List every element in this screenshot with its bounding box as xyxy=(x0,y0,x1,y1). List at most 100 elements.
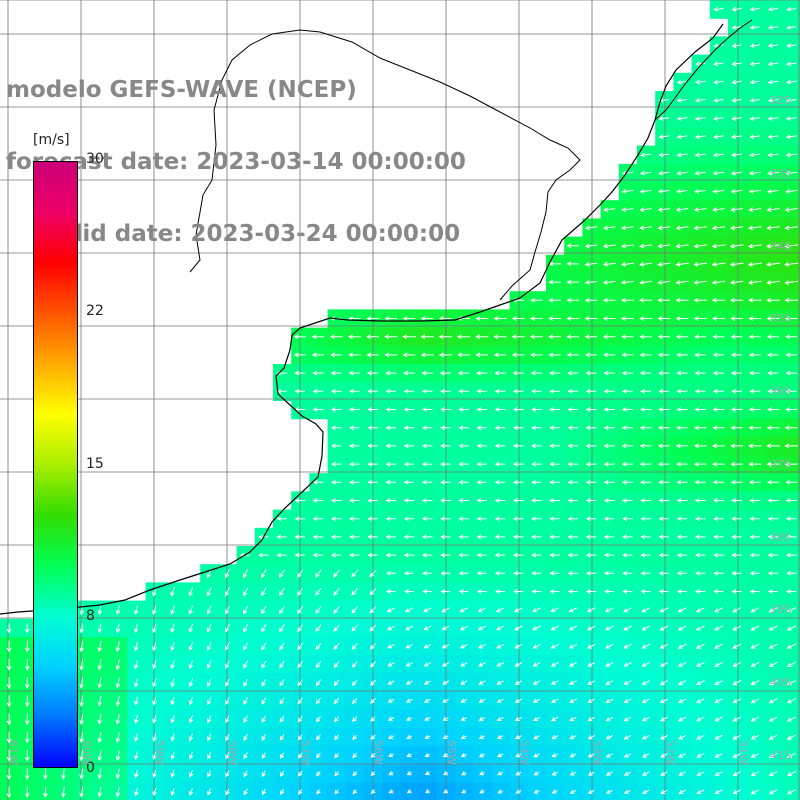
wind-arrow xyxy=(97,605,103,616)
wind-arrow xyxy=(641,698,650,704)
wind-arrow xyxy=(712,498,724,503)
wind-arrow xyxy=(623,716,632,722)
wind-arrow xyxy=(297,605,304,615)
wind-arrow xyxy=(261,715,267,723)
lat-label-32s: 32S xyxy=(770,94,791,107)
wind-arrow xyxy=(712,207,725,212)
wind-arrow xyxy=(367,461,378,467)
wind-arrow xyxy=(784,243,799,249)
wind-arrow xyxy=(550,607,560,613)
wind-arrow xyxy=(225,733,230,742)
wind-arrow xyxy=(694,498,706,503)
wind-arrow xyxy=(639,334,652,340)
wind-arrow xyxy=(621,407,633,412)
wind-arrow xyxy=(712,370,724,376)
wind-arrow xyxy=(749,388,761,394)
wind-arrow xyxy=(730,425,743,431)
wind-arrow xyxy=(330,352,343,358)
wind-arrow xyxy=(385,370,397,376)
wind-arrow xyxy=(623,771,632,776)
wind-arrow xyxy=(605,680,614,685)
wind-arrow xyxy=(749,25,760,30)
wind-arrow xyxy=(621,425,633,431)
wind-arrow xyxy=(730,334,743,340)
wind-arrow xyxy=(696,734,705,740)
wind-arrow xyxy=(658,479,670,485)
wind-arrow xyxy=(458,443,469,449)
wind-arrow xyxy=(549,552,560,558)
wind-arrow xyxy=(330,443,342,449)
wind-arrow xyxy=(351,642,358,650)
wind-arrow xyxy=(767,570,779,576)
wind-arrow xyxy=(639,189,652,194)
wind-arrow xyxy=(749,152,761,158)
wind-arrow xyxy=(694,170,707,176)
wind-arrow xyxy=(494,407,506,412)
wind-arrow xyxy=(475,316,489,321)
wind-arrow xyxy=(458,425,469,431)
wind-arrow xyxy=(694,479,706,485)
wind-arrow xyxy=(585,589,596,594)
lon-label-55w: 55W xyxy=(445,740,458,765)
wind-arrow xyxy=(730,170,743,176)
wind-arrow xyxy=(750,771,760,776)
wind-arrow xyxy=(551,771,559,776)
wind-arrow xyxy=(24,695,30,708)
wind-arrow xyxy=(550,698,559,703)
wind-arrow xyxy=(785,334,798,340)
wind-arrow xyxy=(170,769,176,778)
lat-label-35s: 35S xyxy=(770,312,791,325)
wind-arrow xyxy=(602,280,616,285)
wind-arrow xyxy=(420,316,434,321)
wind-arrow xyxy=(385,479,396,485)
wind-arrow xyxy=(297,697,303,705)
wind-arrow xyxy=(676,552,688,558)
wind-arrow xyxy=(566,297,579,303)
wind-arrow xyxy=(678,753,687,758)
wind-arrow xyxy=(784,461,798,467)
colorbar-tick-15: 15 xyxy=(86,456,104,472)
wind-arrow xyxy=(297,569,304,578)
wind-arrow xyxy=(515,789,522,794)
wind-arrow xyxy=(440,570,451,576)
wind-arrow xyxy=(548,316,561,321)
wind-arrow xyxy=(312,370,324,376)
wind-arrow xyxy=(786,589,797,594)
wind-arrow xyxy=(225,788,230,796)
wind-arrow xyxy=(623,734,632,740)
wind-arrow xyxy=(442,734,449,739)
wind-arrow xyxy=(621,316,634,321)
wind-arrow xyxy=(476,534,487,540)
wind-arrow xyxy=(786,698,796,704)
wind-arrow xyxy=(623,680,632,685)
wind-arrow xyxy=(493,334,507,340)
wind-arrow xyxy=(512,479,524,485)
lon-label-59w: 59W xyxy=(153,740,166,765)
wind-arrow xyxy=(478,753,486,758)
wind-arrow xyxy=(152,605,157,615)
wind-arrow xyxy=(749,116,761,121)
wind-arrow xyxy=(676,152,688,158)
wind-arrow xyxy=(731,516,742,522)
wind-arrow xyxy=(478,680,486,685)
wind-arrow xyxy=(496,662,505,667)
wind-arrow xyxy=(405,662,413,667)
wind-arrow xyxy=(768,661,778,667)
wind-arrow xyxy=(585,516,597,522)
wind-arrow xyxy=(768,752,778,758)
wind-arrow xyxy=(188,623,194,633)
wind-arrow xyxy=(639,243,653,249)
wind-arrow xyxy=(261,770,266,778)
wind-arrow xyxy=(152,623,157,634)
wind-arrow xyxy=(188,733,194,742)
wind-arrow xyxy=(476,388,488,394)
wind-arrow xyxy=(61,786,66,798)
wind-arrow xyxy=(225,660,230,669)
wind-arrow xyxy=(24,731,30,744)
wind-arrow xyxy=(533,771,540,776)
wind-arrow xyxy=(640,407,652,412)
wind-arrow xyxy=(493,316,507,321)
wind-arrow xyxy=(349,498,360,503)
wind-arrow xyxy=(749,589,760,594)
wind-arrow xyxy=(675,243,689,249)
